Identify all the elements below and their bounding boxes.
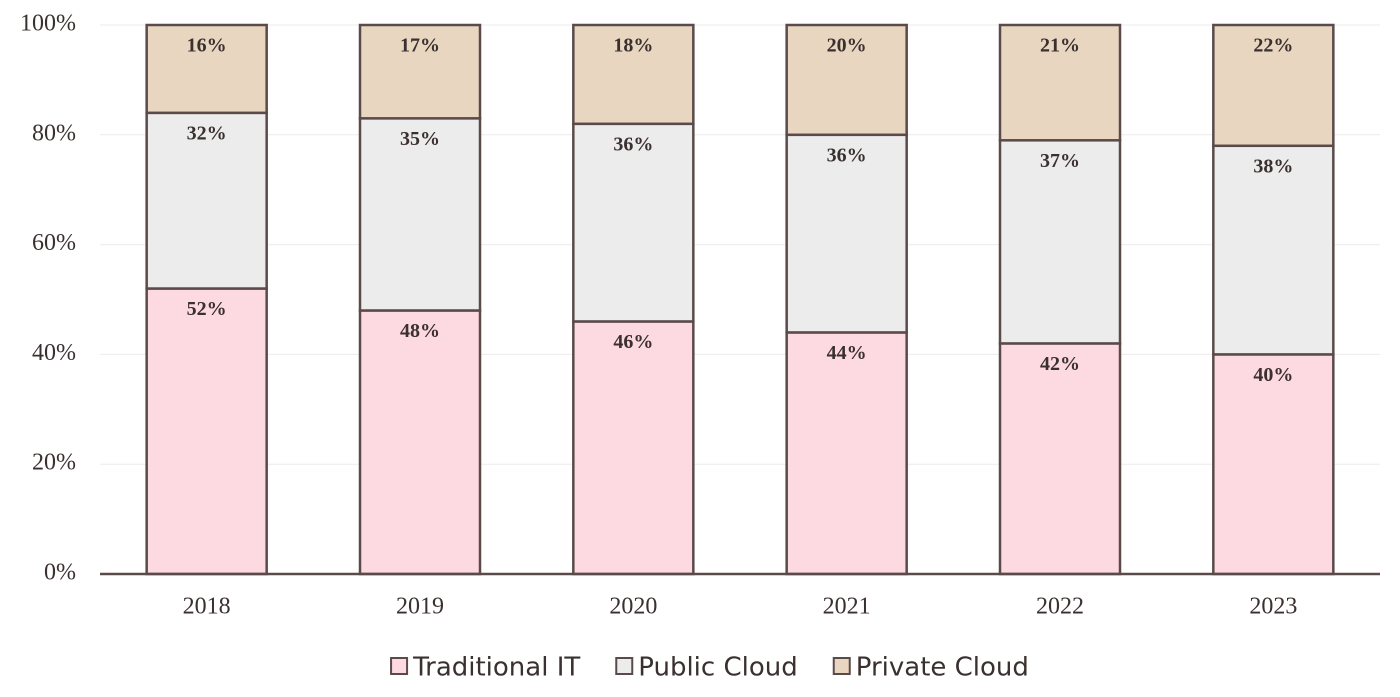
y-tick-label: 80% — [32, 120, 76, 146]
data-label: 52% — [187, 298, 227, 320]
legend: Traditional IT Public Cloud Private Cloud — [390, 653, 1029, 683]
data-label: 32% — [187, 122, 227, 144]
bar-segment — [358, 117, 482, 312]
legend-label: Traditional IT — [412, 653, 580, 683]
data-label: 20% — [827, 35, 867, 57]
bar-segment — [998, 23, 1122, 142]
data-label: 46% — [613, 331, 653, 353]
x-tick-label: 2019 — [396, 594, 444, 620]
bar-segment — [145, 111, 268, 290]
bar-segment — [785, 133, 908, 334]
data-label: 36% — [613, 133, 653, 155]
bar-segment — [1212, 144, 1335, 356]
bar-segment — [145, 23, 268, 115]
bar-segment — [998, 139, 1122, 345]
bar-segment — [785, 23, 908, 137]
data-label: 42% — [1040, 353, 1080, 375]
y-tick-label: 60% — [32, 230, 76, 256]
bar-segment — [358, 309, 482, 576]
legend-swatch — [390, 657, 409, 675]
data-label: 16% — [187, 35, 227, 57]
legend-label: Public Cloud — [638, 653, 797, 683]
data-label: 18% — [613, 35, 653, 57]
x-tick-label: 2020 — [609, 594, 657, 620]
bar-segment — [358, 23, 482, 120]
data-label: 36% — [827, 144, 867, 166]
data-label: 48% — [400, 320, 440, 342]
legend-swatch — [832, 657, 851, 675]
y-tick-label: 40% — [32, 340, 76, 366]
bar-segment — [785, 331, 908, 576]
data-label: 35% — [400, 128, 440, 150]
x-tick-label: 2018 — [183, 594, 231, 620]
bar-segment — [998, 342, 1122, 576]
data-label: 38% — [1253, 155, 1293, 177]
bar-segment — [572, 122, 695, 323]
data-label: 22% — [1253, 35, 1293, 57]
legend-label: Private Cloud — [856, 653, 1029, 683]
bar-segment — [572, 320, 695, 576]
data-label: 40% — [1253, 364, 1293, 386]
x-tick-label: 2021 — [823, 594, 871, 620]
x-tick-label: 2022 — [1036, 594, 1084, 620]
bar-segment — [1212, 353, 1335, 576]
data-label: 37% — [1040, 150, 1080, 172]
bar-segment — [1212, 23, 1335, 148]
y-tick-label: 20% — [32, 450, 76, 476]
y-tick-label: 100% — [20, 11, 76, 37]
data-label: 17% — [400, 35, 440, 57]
y-tick-label: 0% — [44, 560, 76, 586]
bar-segment — [145, 287, 268, 576]
data-label: 44% — [827, 342, 867, 364]
data-label: 21% — [1040, 35, 1080, 57]
bar-segment — [572, 23, 695, 126]
legend-swatch — [615, 657, 634, 675]
x-tick-label: 2023 — [1249, 594, 1297, 620]
